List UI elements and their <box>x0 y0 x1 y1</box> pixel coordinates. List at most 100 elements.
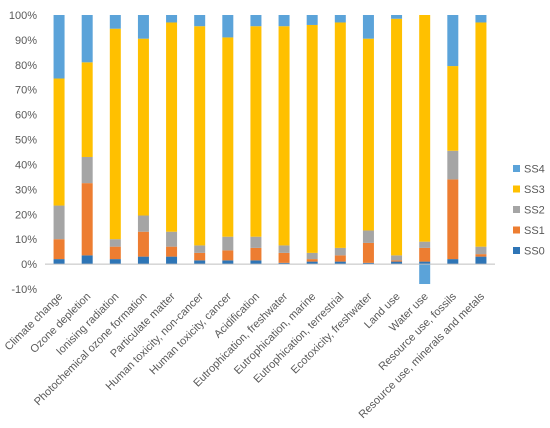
y-tick-label: 0% <box>21 259 37 271</box>
bar-segment-ss4 <box>166 15 178 23</box>
y-tick-label: 80% <box>15 60 37 72</box>
bar-segment-ss4 <box>447 15 459 67</box>
legend-swatch-ss2 <box>513 206 520 213</box>
legend-swatch-ss3 <box>513 185 520 193</box>
bar-segment-ss3 <box>362 38 374 231</box>
bar-segment-ss0 <box>391 261 403 265</box>
bar-segment-ss4 <box>194 15 206 27</box>
bar-segment-ss4 <box>475 15 487 23</box>
bar-segment-ss2 <box>306 252 318 260</box>
y-axis: -10% 0% 10% 20% 30% 40% 50% 60% 70% 80% 90% 100% <box>9 10 37 296</box>
bar-segment-ss1 <box>475 254 487 257</box>
bar-segment-ss3 <box>306 24 318 253</box>
bar-segment-ss0 <box>447 259 459 265</box>
bar-segment-ss2 <box>419 241 431 248</box>
bar-segment-ss1 <box>109 246 121 260</box>
bar-segment-ss4 <box>334 15 346 23</box>
bar-segment-ss3 <box>447 66 459 151</box>
bar-segment-ss3 <box>81 62 93 157</box>
y-tick-label: 100% <box>9 10 37 22</box>
bar-segment-ss2 <box>391 255 403 261</box>
bar-segment-ss0 <box>81 255 93 265</box>
bars <box>53 15 487 285</box>
y-tick-label: 40% <box>15 159 37 171</box>
bar-segment-ss2 <box>194 245 206 253</box>
bar-segment-ss3 <box>194 26 206 246</box>
bar-segment-ss0 <box>334 261 346 265</box>
bar-segment-ss1 <box>166 246 178 257</box>
bar-segment-ss1 <box>419 247 431 262</box>
bar-segment-ss1 <box>250 247 262 261</box>
bar-segment-ss2 <box>475 246 487 255</box>
legend-swatch-ss0 <box>513 247 520 254</box>
bar-segment-ss1 <box>306 259 318 262</box>
bar-segment-ss1 <box>447 179 459 260</box>
bar-segment-ss4 <box>137 15 149 39</box>
bar-segment-ss4 <box>278 15 290 27</box>
bar-segment-ss0 <box>250 260 262 265</box>
bar-segment-ss3 <box>109 28 121 240</box>
bar-segment-ss3 <box>391 18 403 256</box>
bar-segment-ss0 <box>362 262 374 265</box>
legend-label-ss1: SS1 <box>524 225 545 237</box>
bar-segment-ss0 <box>306 261 318 265</box>
legend-swatch-ss4 <box>513 165 520 172</box>
legend-label-ss2: SS2 <box>524 205 545 217</box>
bar-segment-ss0 <box>109 259 121 265</box>
legend-label-ss4: SS4 <box>524 164 545 176</box>
bar-segment-ss2 <box>447 150 459 180</box>
bar-segment-ss2 <box>53 205 65 240</box>
bar-segment-negative-ss4 <box>419 264 431 285</box>
bar-segment-ss0 <box>137 256 149 265</box>
bar-segment-ss3 <box>222 37 234 237</box>
bar-segment-ss3 <box>278 26 290 246</box>
bar-segment-ss1 <box>362 242 374 263</box>
y-tick-label: 10% <box>15 234 37 246</box>
bar-segment-ss0 <box>475 256 487 265</box>
y-tick-label: 90% <box>15 35 37 47</box>
bar-segment-ss4 <box>222 15 234 38</box>
bar-segment-ss2 <box>250 236 262 248</box>
y-tick-label: 30% <box>15 184 37 196</box>
bar-segment-ss3 <box>166 22 178 232</box>
bar-segment-ss0 <box>53 259 65 265</box>
bar-segment-ss2 <box>362 230 374 243</box>
bar-segment-ss2 <box>109 239 121 247</box>
bar-segment-ss2 <box>334 247 346 256</box>
legend-label-ss3: SS3 <box>524 184 545 196</box>
bar-segment-ss1 <box>81 183 93 256</box>
bar-segment-ss1 <box>194 252 206 261</box>
y-tick-label: 60% <box>15 110 37 122</box>
bar-segment-ss3 <box>334 22 346 248</box>
bar-segment-ss2 <box>137 215 149 232</box>
bar-segment-ss0 <box>222 260 234 265</box>
bar-segment-ss4 <box>391 15 403 19</box>
legend-swatch-ss1 <box>513 226 520 234</box>
bar-segment-ss3 <box>137 38 149 216</box>
bar-segment-ss4 <box>362 15 374 39</box>
bar-segment-ss2 <box>278 245 290 253</box>
bar-segment-ss1 <box>222 250 234 261</box>
bar-segment-ss1 <box>137 231 149 257</box>
bar-segment-ss2 <box>222 236 234 251</box>
bar-segment-ss3 <box>53 78 65 206</box>
bar-segment-ss1 <box>391 260 403 262</box>
bar-segment-ss4 <box>109 15 121 29</box>
bar-segment-ss2 <box>81 156 93 184</box>
bar-segment-ss4 <box>306 15 318 25</box>
bar-segment-ss3 <box>250 26 262 237</box>
bar-segment-ss0 <box>166 256 178 265</box>
bar-segment-ss1 <box>53 239 65 260</box>
bar-segment-ss0 <box>194 260 206 265</box>
bar-segment-ss4 <box>81 15 93 63</box>
legend-label-ss0: SS0 <box>524 246 545 258</box>
y-tick-label: 20% <box>15 209 37 221</box>
bar-segment-ss3 <box>475 22 487 247</box>
bar-segment-ss3 <box>419 15 431 242</box>
y-tick-label: -10% <box>11 284 37 296</box>
bar-segment-ss2 <box>166 231 178 247</box>
y-tick-label: 50% <box>15 135 37 147</box>
bar-segment-ss4 <box>250 15 262 27</box>
bar-segment-ss1 <box>278 252 290 263</box>
